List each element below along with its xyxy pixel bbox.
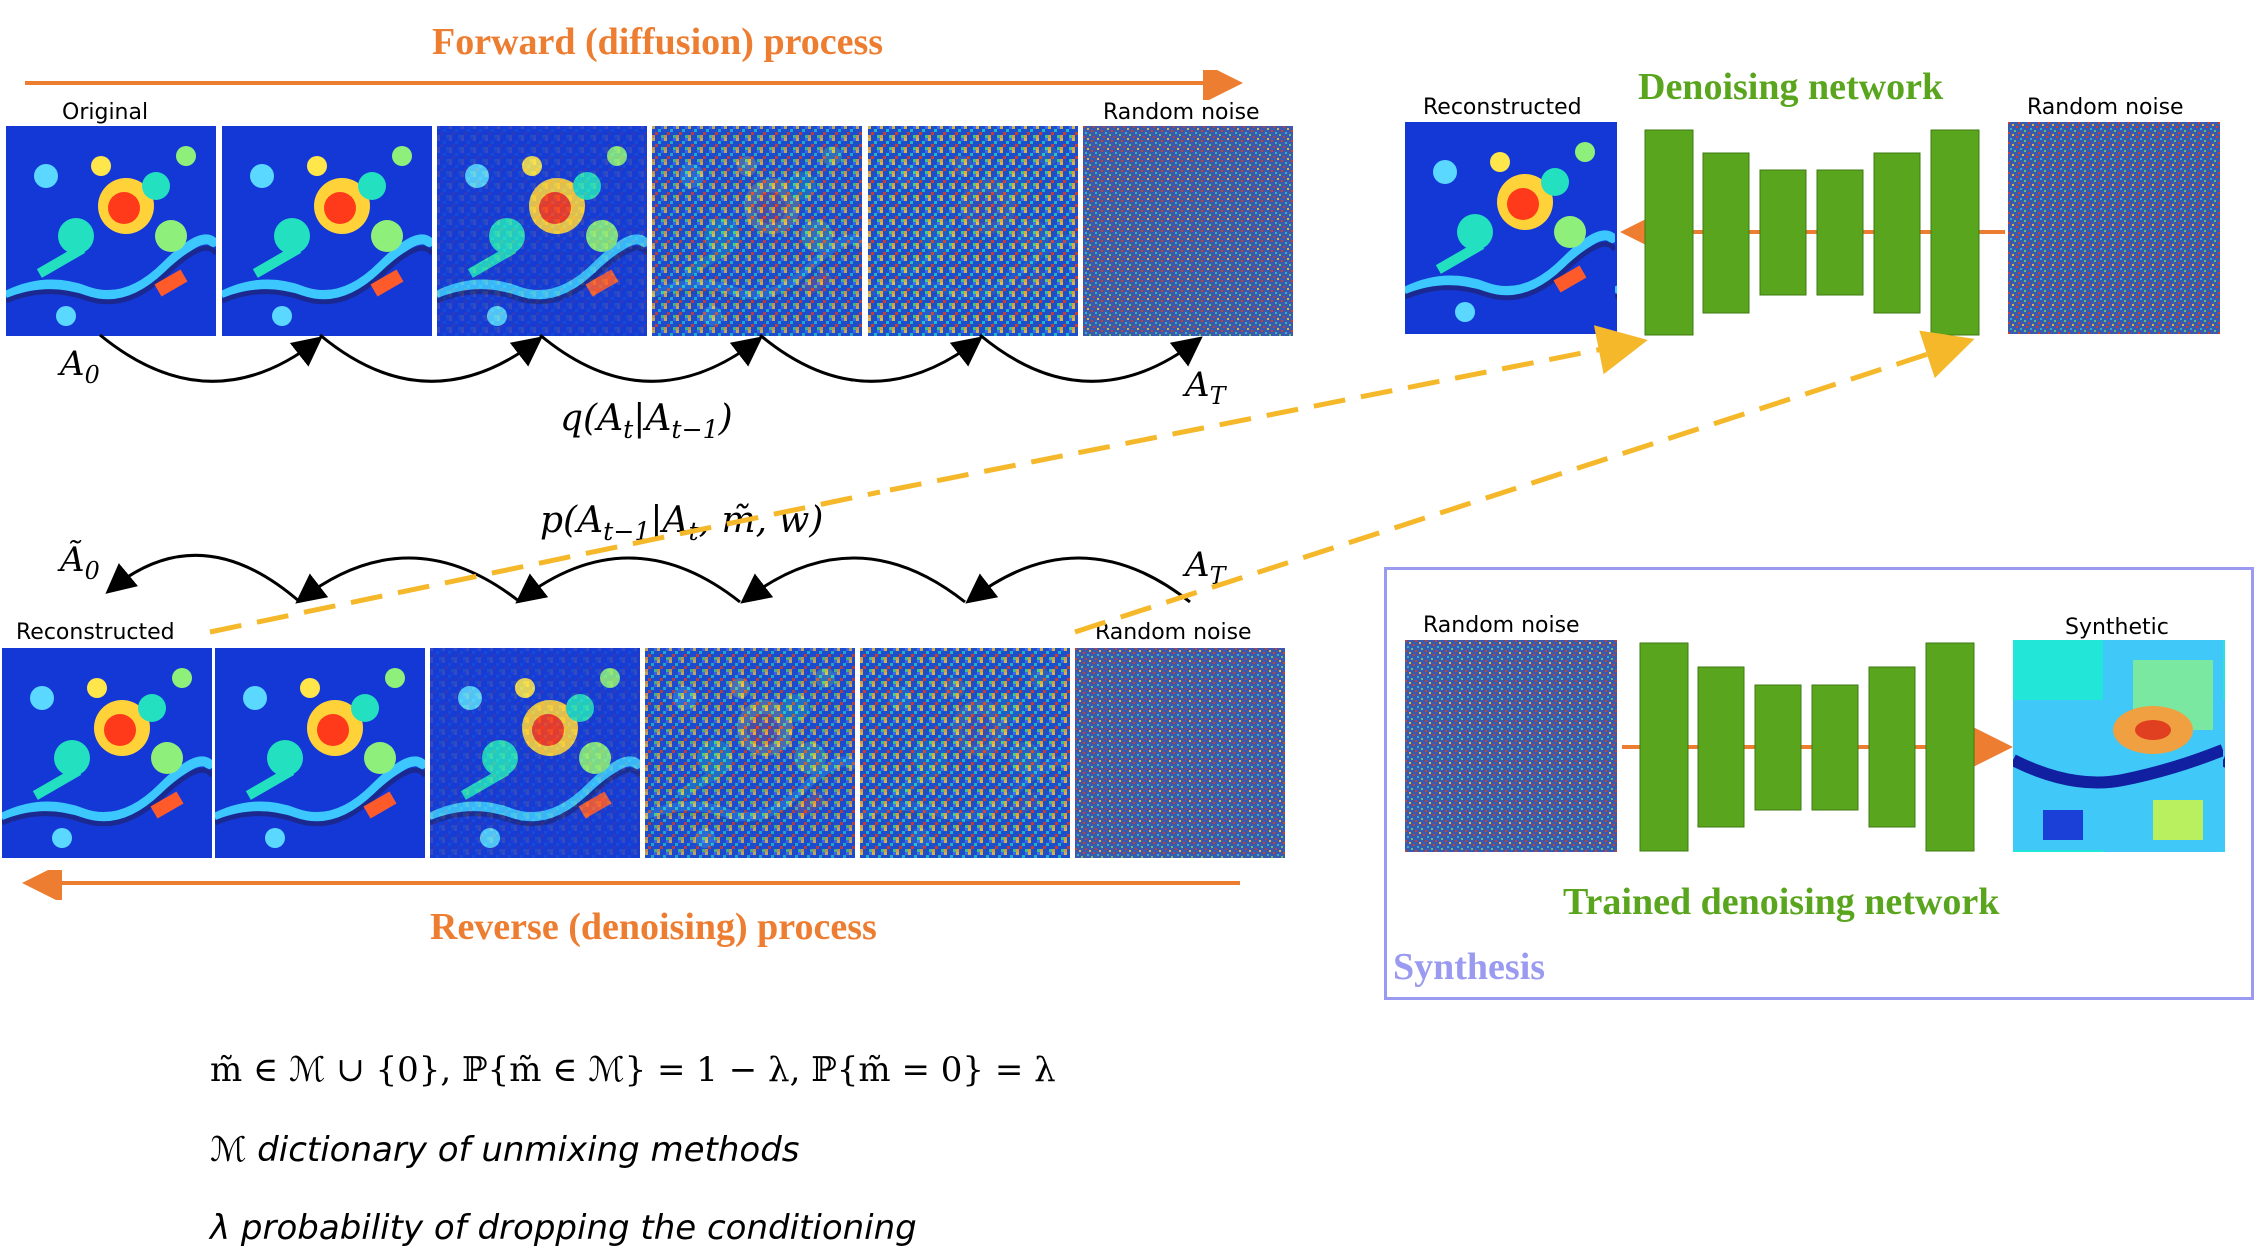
reverse-image-4 xyxy=(860,648,1070,858)
forward-image-0 xyxy=(6,126,216,336)
forward-image-3 xyxy=(652,126,862,336)
synthesis-title: Synthesis xyxy=(1393,946,1546,988)
reverse-image-0 xyxy=(2,648,212,858)
forward-image-2 xyxy=(437,126,647,336)
forward-image-4 xyxy=(868,126,1078,336)
reverse-arrow xyxy=(22,870,1240,900)
synthetic-image xyxy=(2013,640,2225,852)
trained-network-title: Trained denoising network xyxy=(1563,881,2000,923)
denoising-network-title: Denoising network xyxy=(1638,66,1944,108)
denoising-reconstructed-image xyxy=(1405,122,1617,334)
reverse-process-title: Reverse (denoising) process xyxy=(430,906,877,948)
forward-a0-label: A0 xyxy=(60,344,100,389)
reverse-image-3 xyxy=(645,648,855,858)
label-forward-random-noise: Random noise xyxy=(1103,100,1260,125)
forward-at-label: AT xyxy=(1185,365,1226,410)
label-denoising-random-noise: Random noise xyxy=(2027,95,2184,120)
reverse-a0-label: Ã0 xyxy=(60,540,100,585)
forward-transition-label: q(At|At−1) xyxy=(560,398,733,445)
lambda-note: λ probability of dropping the conditioni… xyxy=(210,1208,917,1248)
forward-image-noise xyxy=(1083,126,1293,336)
label-denoising-reconstructed: Reconstructed xyxy=(1423,95,1582,120)
trained-unet xyxy=(1622,642,2013,852)
reverse-image-1 xyxy=(215,648,425,858)
label-synthesis-random-noise: Random noise xyxy=(1423,613,1580,638)
label-original: Original xyxy=(62,100,149,125)
label-reverse-random-noise: Random noise xyxy=(1095,620,1252,645)
dictionary-note: ℳ dictionary of unmixing methods xyxy=(210,1130,800,1170)
denoising-noise-image xyxy=(2008,122,2220,334)
reverse-image-2 xyxy=(430,648,640,858)
forward-arrow xyxy=(25,70,1243,100)
label-synthetic: Synthetic xyxy=(2065,615,2169,640)
conditioning-formula: m̃ ∈ ℳ ∪ {0}, ℙ{m̃ ∈ ℳ} = 1 − λ, ℙ{m̃ = … xyxy=(210,1050,1056,1090)
label-reverse-reconstructed: Reconstructed xyxy=(16,620,175,645)
forward-process-title: Forward (diffusion) process xyxy=(432,21,884,63)
synthesis-box xyxy=(1384,567,2254,1000)
reverse-image-noise xyxy=(1075,648,1285,858)
reverse-transition-arrows xyxy=(105,553,1191,604)
forward-transition-arrows xyxy=(99,333,1203,383)
synthesis-noise-image xyxy=(1405,640,1617,852)
forward-image-1 xyxy=(222,126,432,336)
denoising-unet xyxy=(1620,129,2005,336)
